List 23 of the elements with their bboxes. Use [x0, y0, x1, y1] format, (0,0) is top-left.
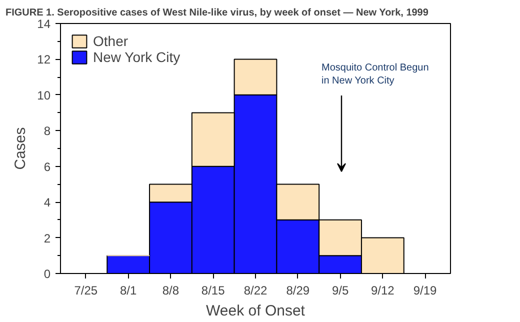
x-axis-title: Week of Onset [206, 302, 306, 320]
x-tick-label: 8/8 [162, 284, 180, 298]
y-tick-label: 6 [44, 160, 51, 174]
x-tick-label: 8/1 [120, 284, 137, 298]
chart-title: FIGURE 1. Seropositive cases of West Nile-like virus, by week of onset — New York, 1999 [6, 8, 429, 18]
y-tick-label: 0 [44, 267, 51, 281]
x-tick-label: 9/5 [332, 284, 349, 298]
y-tick-label: 12 [37, 52, 51, 67]
annotation: Mosquito Control Begun in New York City [322, 62, 429, 87]
y-tick-label: 10 [37, 88, 51, 102]
x-tick-label: 8/22 [244, 284, 268, 298]
y-axis-title: Cases [12, 127, 30, 170]
x-tick-label: 8/29 [286, 284, 310, 298]
x-tick-label: 8/15 [201, 284, 226, 298]
y-tick-label: 4 [44, 196, 51, 210]
y-tick-label: 2 [44, 231, 51, 246]
y-tick-label: 8 [44, 124, 51, 138]
x-tick-label: 9/19 [413, 284, 438, 298]
legend-label: New York City [93, 49, 180, 65]
y-tick-label: 14 [37, 17, 51, 31]
legend-label: Other [93, 33, 128, 49]
x-tick-label: 9/12 [370, 284, 395, 298]
x-tick-label: 7/25 [74, 284, 98, 298]
